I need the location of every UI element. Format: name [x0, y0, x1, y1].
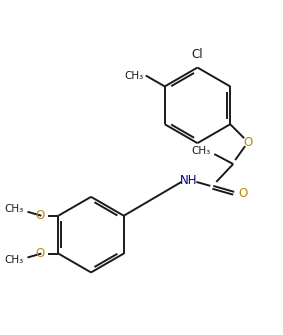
Text: CH₃: CH₃: [125, 70, 144, 80]
Text: O: O: [238, 187, 247, 200]
Text: O: O: [35, 247, 44, 260]
Text: CH₃: CH₃: [4, 256, 23, 266]
Text: CH₃: CH₃: [191, 146, 210, 156]
Text: CH₃: CH₃: [4, 204, 23, 214]
Text: O: O: [35, 209, 44, 222]
Text: NH: NH: [180, 175, 197, 187]
Text: Cl: Cl: [192, 48, 203, 61]
Text: O: O: [243, 136, 253, 149]
